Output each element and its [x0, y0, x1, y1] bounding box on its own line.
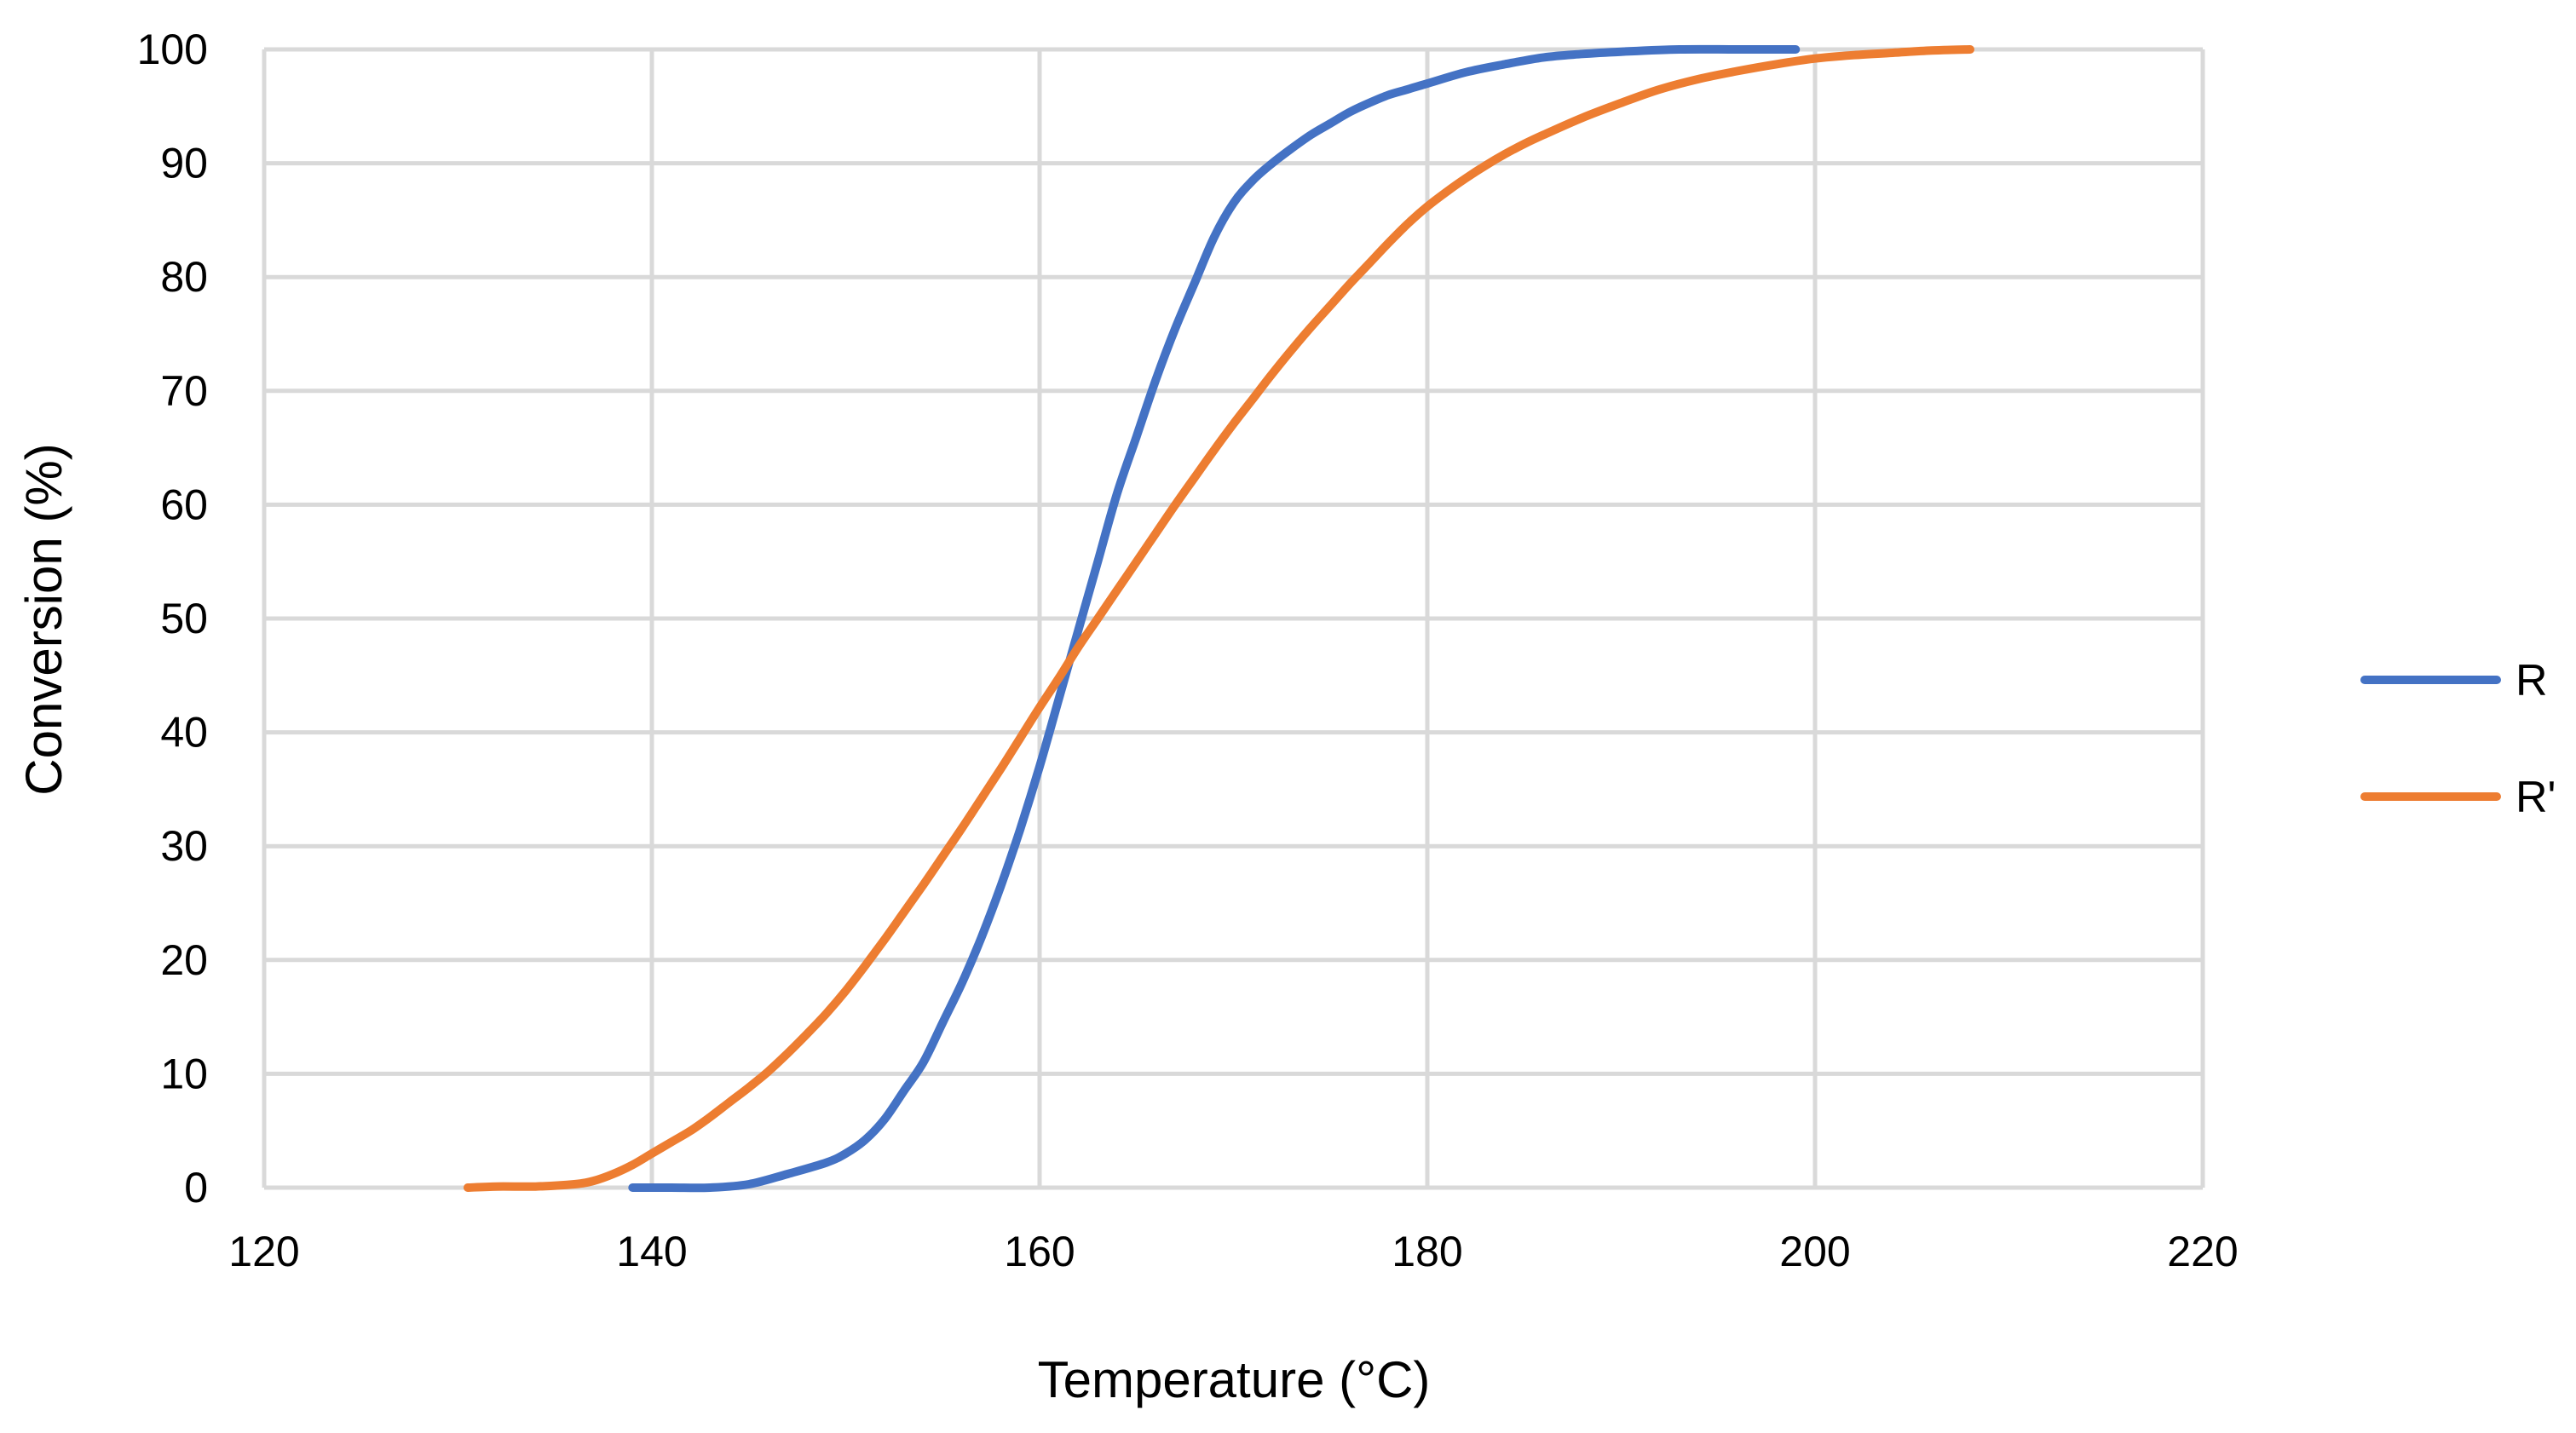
x-tick-label-180: 180: [1392, 1228, 1462, 1275]
y-tick-label-70: 70: [160, 367, 208, 415]
x-tick-label-200: 200: [1779, 1228, 1850, 1275]
legend-label-r: R: [2515, 656, 2548, 705]
x-tick-label-140: 140: [616, 1228, 687, 1275]
x-axis-tick-labels: 120 140 160 180 200 220: [228, 1228, 2238, 1275]
x-tick-label-160: 160: [1004, 1228, 1075, 1275]
series-lines: [463, 44, 1974, 1193]
y-tick-label-0: 0: [184, 1164, 208, 1211]
legend: R R': [2360, 656, 2556, 822]
y-tick-label-50: 50: [160, 595, 208, 642]
y-tick-label-10: 10: [160, 1050, 208, 1097]
y-tick-label-90: 90: [160, 140, 208, 187]
y-axis-tick-labels: 0 10 20 30 40 50 60 70 80 90 100: [137, 26, 208, 1211]
series-line-r-prime: [463, 45, 1974, 1192]
y-tick-label-20: 20: [160, 936, 208, 984]
legend-label-r-prime: R': [2515, 773, 2556, 822]
y-tick-label-60: 60: [160, 481, 208, 528]
x-tick-label-220: 220: [2167, 1228, 2238, 1275]
y-tick-label-40: 40: [160, 709, 208, 757]
horizontal-gridlines: [264, 47, 2203, 1190]
y-tick-label-30: 30: [160, 822, 208, 870]
x-tick-label-120: 120: [228, 1228, 299, 1275]
y-tick-label-100: 100: [137, 26, 208, 73]
series-line-r: [628, 44, 1801, 1193]
y-axis-title: Conversion (%): [15, 443, 72, 795]
y-tick-label-80: 80: [160, 253, 208, 301]
x-axis-title: Temperature (°C): [1038, 1351, 1431, 1408]
